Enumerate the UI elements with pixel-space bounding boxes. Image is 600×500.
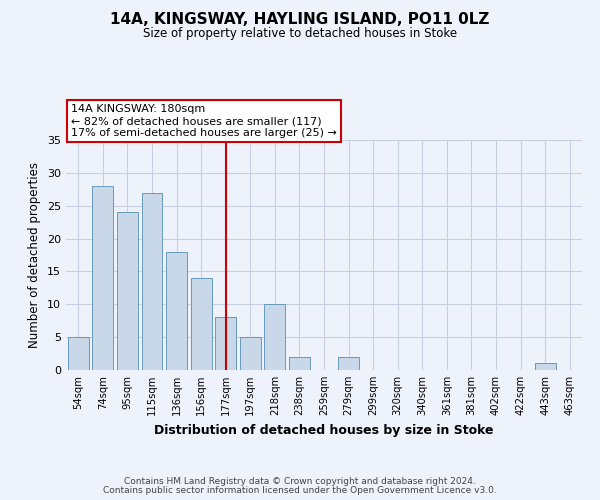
Bar — [68, 337, 89, 370]
Bar — [166, 252, 187, 370]
Bar — [265, 304, 286, 370]
Text: 14A KINGSWAY: 180sqm
← 82% of detached houses are smaller (117)
17% of semi-deta: 14A KINGSWAY: 180sqm ← 82% of detached h… — [71, 104, 337, 138]
Bar — [338, 357, 359, 370]
Bar — [92, 186, 113, 370]
Text: Contains HM Land Registry data © Crown copyright and database right 2024.: Contains HM Land Registry data © Crown c… — [124, 477, 476, 486]
Bar — [191, 278, 212, 370]
Text: Size of property relative to detached houses in Stoke: Size of property relative to detached ho… — [143, 28, 457, 40]
Bar — [240, 337, 261, 370]
Bar — [289, 357, 310, 370]
Text: Contains public sector information licensed under the Open Government Licence v3: Contains public sector information licen… — [103, 486, 497, 495]
Text: 14A, KINGSWAY, HAYLING ISLAND, PO11 0LZ: 14A, KINGSWAY, HAYLING ISLAND, PO11 0LZ — [110, 12, 490, 28]
Y-axis label: Number of detached properties: Number of detached properties — [28, 162, 41, 348]
Bar — [215, 318, 236, 370]
Bar — [117, 212, 138, 370]
Bar — [535, 364, 556, 370]
Bar — [142, 192, 163, 370]
X-axis label: Distribution of detached houses by size in Stoke: Distribution of detached houses by size … — [154, 424, 494, 436]
